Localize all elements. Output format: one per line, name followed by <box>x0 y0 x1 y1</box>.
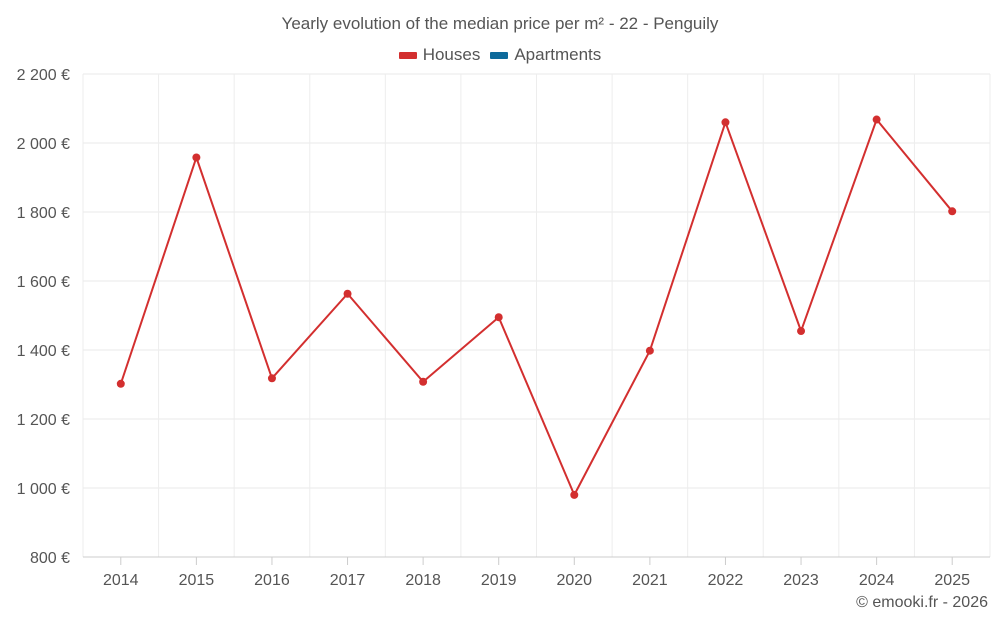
y-tick-label: 800 € <box>30 550 70 567</box>
legend-label-houses: Houses <box>422 45 481 64</box>
y-tick-label: 1 000 € <box>17 481 70 498</box>
data-point-houses[interactable] <box>267 374 276 383</box>
legend-item-houses[interactable]: Houses <box>398 45 481 65</box>
x-tick-label: 2015 <box>179 572 215 589</box>
legend: Houses Apartments <box>0 45 1000 65</box>
data-point-houses[interactable] <box>721 118 730 127</box>
data-point-houses[interactable] <box>948 207 957 216</box>
data-point-houses[interactable] <box>192 153 201 162</box>
data-point-houses[interactable] <box>797 327 806 336</box>
data-point-houses[interactable] <box>872 115 881 124</box>
y-tick-label: 1 600 € <box>17 274 70 291</box>
data-point-houses[interactable] <box>343 289 352 298</box>
legend-item-apartments[interactable]: Apartments <box>490 45 601 65</box>
data-point-houses[interactable] <box>419 377 428 386</box>
grid <box>82 73 991 557</box>
x-tick-label: 2020 <box>556 572 592 589</box>
x-tick-label: 2023 <box>783 572 819 589</box>
x-tick-label: 2022 <box>708 572 744 589</box>
legend-label-apartments: Apartments <box>514 45 602 64</box>
data-point-houses[interactable] <box>494 313 503 322</box>
series-line-houses <box>119 118 953 496</box>
data-point-houses[interactable] <box>116 379 125 388</box>
x-tick-label: 2021 <box>632 572 668 589</box>
credit-text: © emooki.fr - 2026 <box>856 594 988 611</box>
legend-swatch-apartments <box>490 51 509 59</box>
y-tick-label: 2 200 € <box>17 67 70 84</box>
chart-title: Yearly evolution of the median price per… <box>281 14 719 33</box>
y-tick-label: 1 800 € <box>17 205 70 222</box>
x-tick-label: 2018 <box>405 572 441 589</box>
x-tick-label: 2019 <box>481 572 517 589</box>
x-tick-label: 2017 <box>330 572 366 589</box>
series-layer <box>116 115 957 499</box>
y-tick-label: 1 400 € <box>17 343 70 360</box>
y-tick-label: 1 200 € <box>17 412 70 429</box>
data-point-houses[interactable] <box>570 490 579 499</box>
legend-swatch-houses <box>398 51 417 59</box>
x-tick-label: 2024 <box>859 572 895 589</box>
y-tick-label: 2 000 € <box>17 136 70 153</box>
x-tick-label: 2025 <box>934 572 970 589</box>
x-tick-label: 2016 <box>254 572 290 589</box>
data-point-houses[interactable] <box>645 346 654 355</box>
axes: 800 € 1 000 € 1 200 € 1 400 € 1 600 € 1 800 €… <box>17 67 990 589</box>
x-tick-label: 2014 <box>103 572 139 589</box>
